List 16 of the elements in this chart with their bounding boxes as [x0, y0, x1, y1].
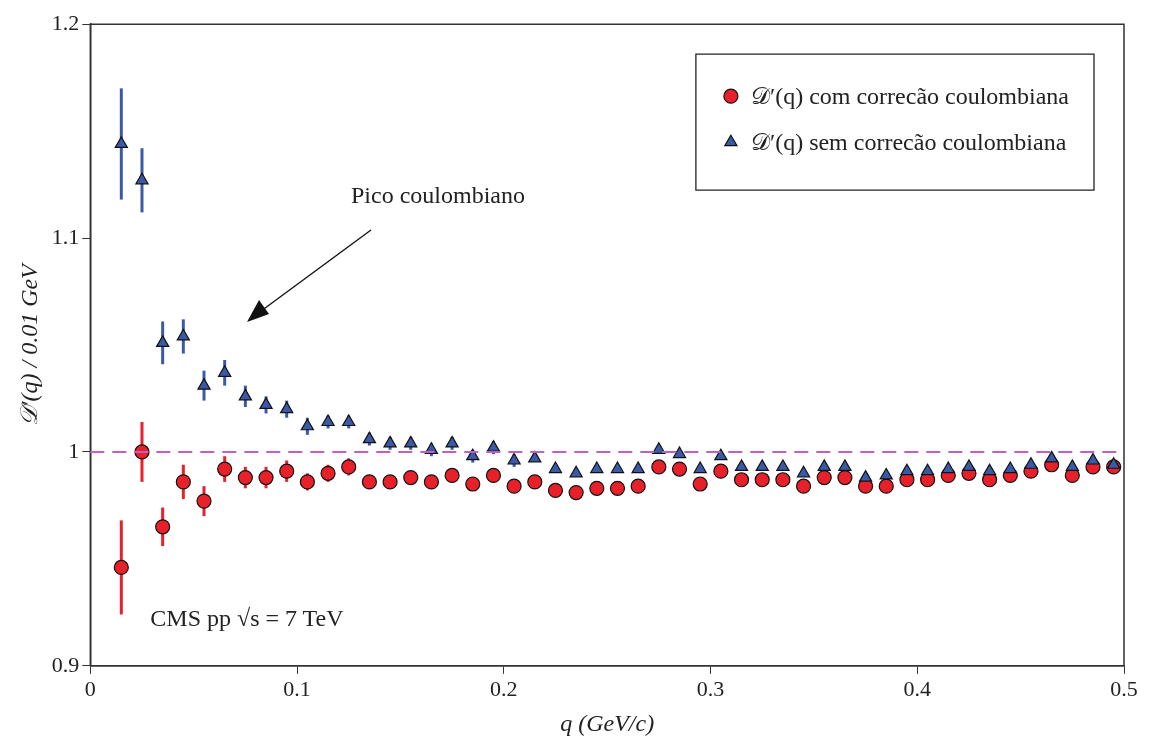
annotation: Pico coulombiano: [351, 182, 525, 208]
x-tick-label: 0: [84, 675, 96, 701]
x-axis-title: q (GeV/c): [560, 709, 655, 736]
x-tick-label: 0.5: [1110, 675, 1138, 701]
y-tick-label: 1.2: [51, 9, 80, 35]
y-tick-label: 1: [68, 437, 80, 463]
x-tick-label: 0.1: [283, 675, 311, 701]
x-tick-label: 0.2: [490, 675, 518, 701]
x-tick-label: 0.4: [903, 675, 932, 701]
legend-label: 𝒟′(q) sem correcão coulombiana: [750, 129, 1067, 156]
annotation: CMS pp √s = 7 TeV: [150, 604, 345, 631]
y-tick-label: 1.1: [51, 223, 80, 249]
y-tick-label: 0.9: [51, 651, 80, 677]
legend-label: 𝒟′(q) com correcão coulombiana: [750, 83, 1070, 110]
x-tick-label: 0.3: [696, 675, 725, 701]
y-axis-title: 𝒟′(q) / 0.01 GeV: [15, 261, 42, 426]
